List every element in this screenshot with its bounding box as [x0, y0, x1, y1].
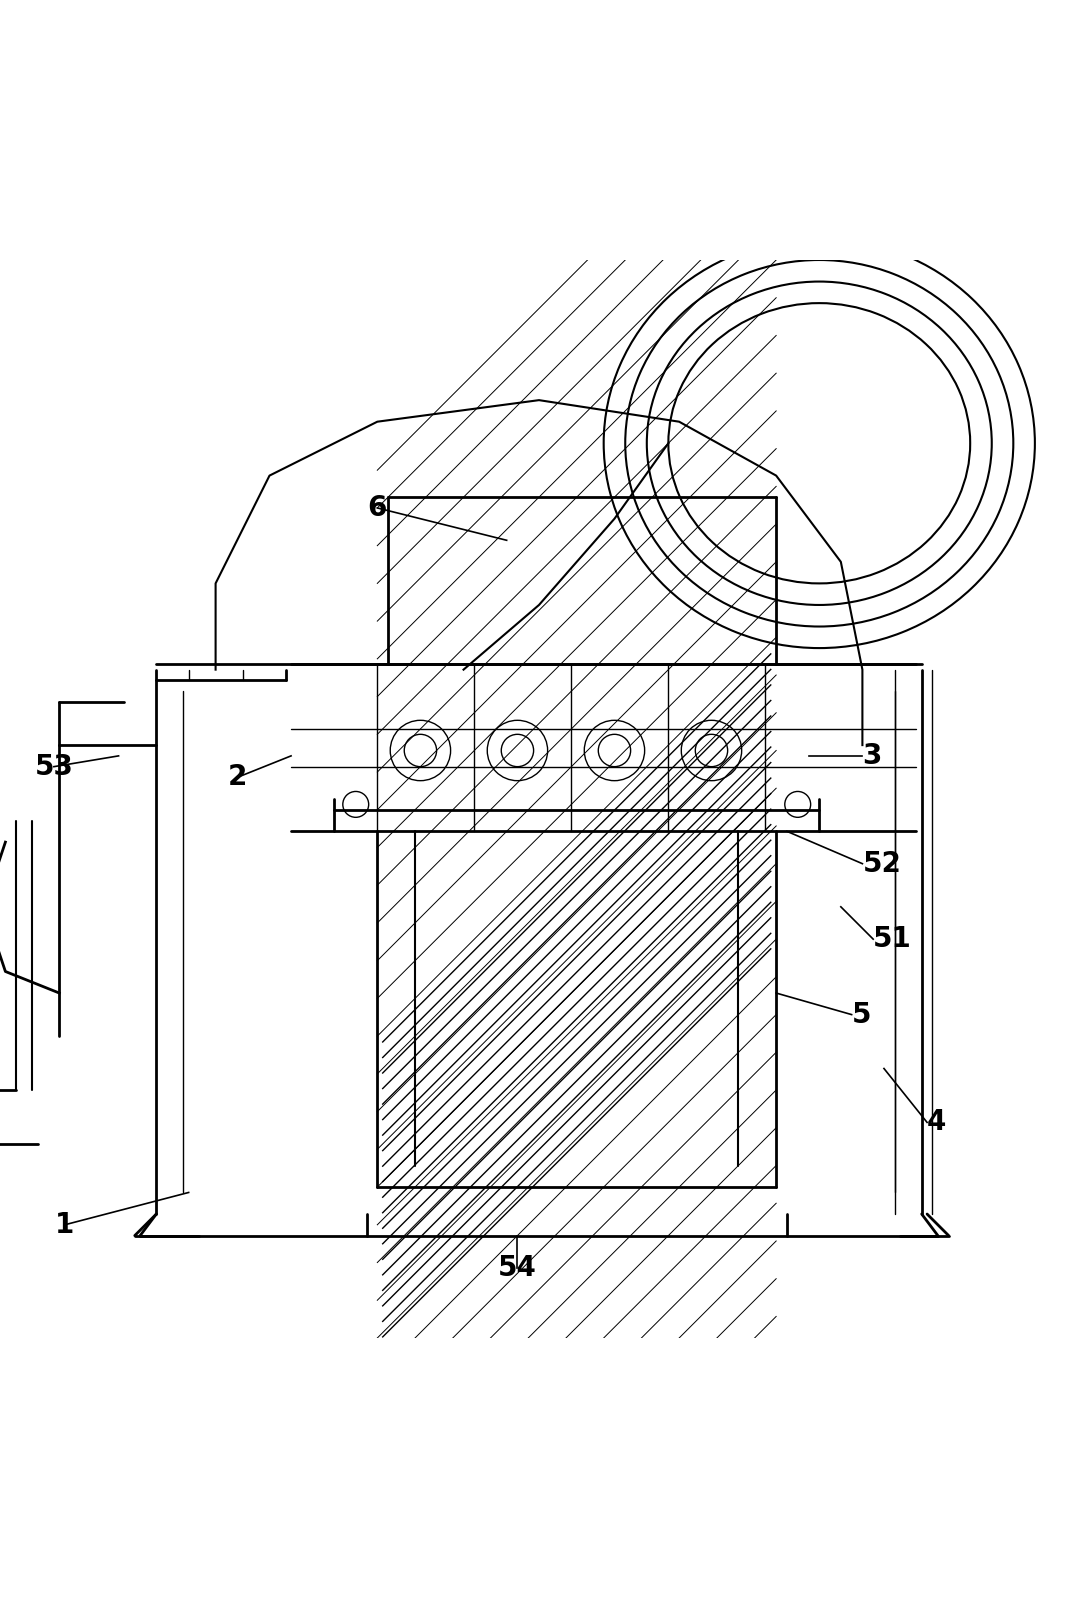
Text: 3: 3	[862, 741, 882, 770]
Text: 54: 54	[498, 1254, 537, 1282]
Text: 5: 5	[852, 1000, 871, 1029]
Text: 53: 53	[34, 753, 73, 781]
Text: 51: 51	[873, 925, 912, 952]
Bar	[383, 837, 771, 1181]
Text: 1: 1	[55, 1211, 74, 1238]
Text: 2: 2	[227, 764, 247, 791]
Text: 52: 52	[862, 850, 901, 877]
Text: 4: 4	[927, 1109, 946, 1136]
Text: 6: 6	[368, 494, 387, 523]
